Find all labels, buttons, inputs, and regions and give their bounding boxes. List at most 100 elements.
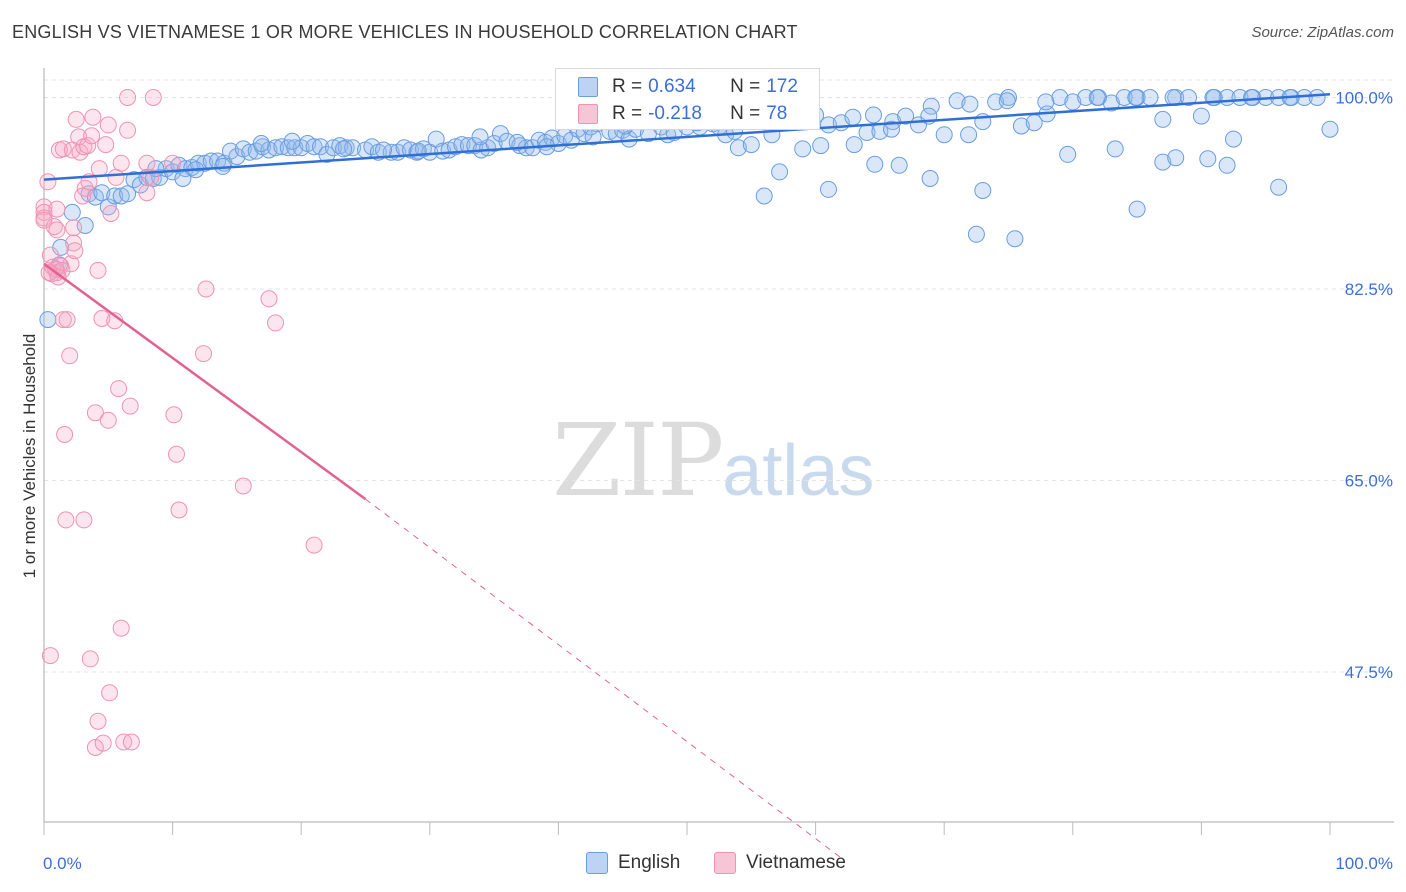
vietnamese-point <box>99 411 117 429</box>
english-point <box>434 142 452 160</box>
english-point <box>508 133 526 151</box>
vietnamese-point <box>195 345 212 363</box>
vietnamese-point <box>170 501 188 519</box>
english-point <box>845 136 863 154</box>
vietnamese-point <box>86 739 104 756</box>
vietnamese-point <box>79 137 97 155</box>
vietnamese-point <box>102 205 120 222</box>
english-point <box>1012 117 1030 135</box>
english-point <box>883 120 900 138</box>
y-tick-label: 47.5% <box>1345 663 1393 682</box>
english-point <box>447 138 464 156</box>
vietnamese-point <box>67 110 85 128</box>
english-point <box>1225 130 1242 148</box>
vietnamese-r-label: R = <box>612 103 643 124</box>
vietnamese-point <box>39 173 57 191</box>
english-point <box>1243 89 1261 106</box>
english-point <box>93 184 111 202</box>
vietnamese-point <box>89 261 107 279</box>
vietnamese-point <box>75 511 93 529</box>
english-point <box>974 182 992 199</box>
vietnamese-point <box>110 380 128 398</box>
x-tick-label: 100.0% <box>1335 854 1393 873</box>
english-point <box>283 132 301 150</box>
vietnamese-trend-extension <box>365 498 842 859</box>
english-point <box>812 137 830 155</box>
vietnamese-point <box>112 619 130 637</box>
vietnamese-point <box>48 200 66 218</box>
source-credit: Source: ZipAtlas.com <box>1251 24 1394 41</box>
english-point <box>273 138 291 156</box>
y-tick-label: 82.5% <box>1345 280 1393 299</box>
vietnamese-point <box>168 445 185 463</box>
vietnamese-point <box>305 536 323 554</box>
english-r-label: R = <box>612 76 643 97</box>
watermark-zip: ZIP <box>552 402 724 519</box>
english-point <box>1270 178 1288 196</box>
vietnamese-point <box>94 734 112 752</box>
english-point <box>305 138 323 156</box>
vietnamese-legend-label: Vietnamese <box>746 852 846 873</box>
english-point <box>729 139 747 157</box>
vietnamese-point <box>267 314 284 332</box>
english-point <box>1037 93 1055 111</box>
english-point <box>820 180 837 198</box>
vietnamese-point <box>86 404 104 422</box>
vietnamese-point <box>57 511 75 529</box>
english-point <box>1154 153 1172 171</box>
english-point <box>1006 230 1024 248</box>
vietnamese-point <box>83 127 101 145</box>
english-point <box>119 185 137 203</box>
english-point <box>897 107 915 125</box>
english-point <box>409 142 427 160</box>
legend-item-english[interactable]: English <box>586 852 680 874</box>
english-point <box>1059 145 1077 163</box>
english-point <box>344 139 362 157</box>
english-point <box>1064 93 1082 111</box>
english-point <box>921 170 939 187</box>
english-point <box>1106 140 1124 158</box>
x-tick-label: 0.0% <box>43 854 82 873</box>
legend-item-vietnamese[interactable]: Vietnamese <box>714 852 846 874</box>
vietnamese-trend-line <box>43 262 367 501</box>
y-axis-title: 1 or more Vehicles in Household <box>20 333 39 579</box>
vietnamese-point <box>121 397 139 415</box>
english-point <box>112 187 130 205</box>
vietnamese-point <box>107 168 125 186</box>
english-point <box>1088 89 1106 106</box>
vietnamese-point <box>260 290 278 308</box>
series-legend: English Vietnamese <box>0 852 1406 878</box>
english-point <box>241 143 259 161</box>
english-point <box>196 154 214 172</box>
english-n-value: 172 <box>766 76 798 97</box>
vietnamese-point <box>119 89 137 106</box>
english-point <box>1192 107 1210 125</box>
vietnamese-point <box>122 733 140 751</box>
english-point <box>39 311 57 329</box>
vietnamese-point <box>119 121 137 139</box>
english-point <box>471 128 489 146</box>
chart-title: ENGLISH VS VIETNAMESE 1 OR MORE VEHICLES… <box>12 22 798 42</box>
vietnamese-point <box>54 140 72 158</box>
vietnamese-point <box>70 128 88 146</box>
english-point <box>948 92 966 110</box>
english-point <box>63 203 81 221</box>
english-point <box>1128 200 1146 218</box>
english-point <box>511 137 529 155</box>
vietnamese-swatch <box>578 104 598 124</box>
english-point <box>865 106 882 124</box>
english-point <box>99 198 117 216</box>
vietnamese-point <box>97 136 115 154</box>
legend-row-english: R = 0.634 N = 172 <box>578 75 848 99</box>
vietnamese-point <box>164 154 182 172</box>
english-point <box>935 126 953 144</box>
vietnamese-point <box>93 310 111 327</box>
vietnamese-point <box>66 242 84 260</box>
vietnamese-legend-swatch <box>714 852 736 874</box>
english-point <box>252 135 270 152</box>
english-point <box>742 136 760 154</box>
english-swatch <box>578 77 598 97</box>
english-point <box>318 145 336 163</box>
english-point <box>1127 89 1145 106</box>
vietnamese-point <box>48 221 66 239</box>
